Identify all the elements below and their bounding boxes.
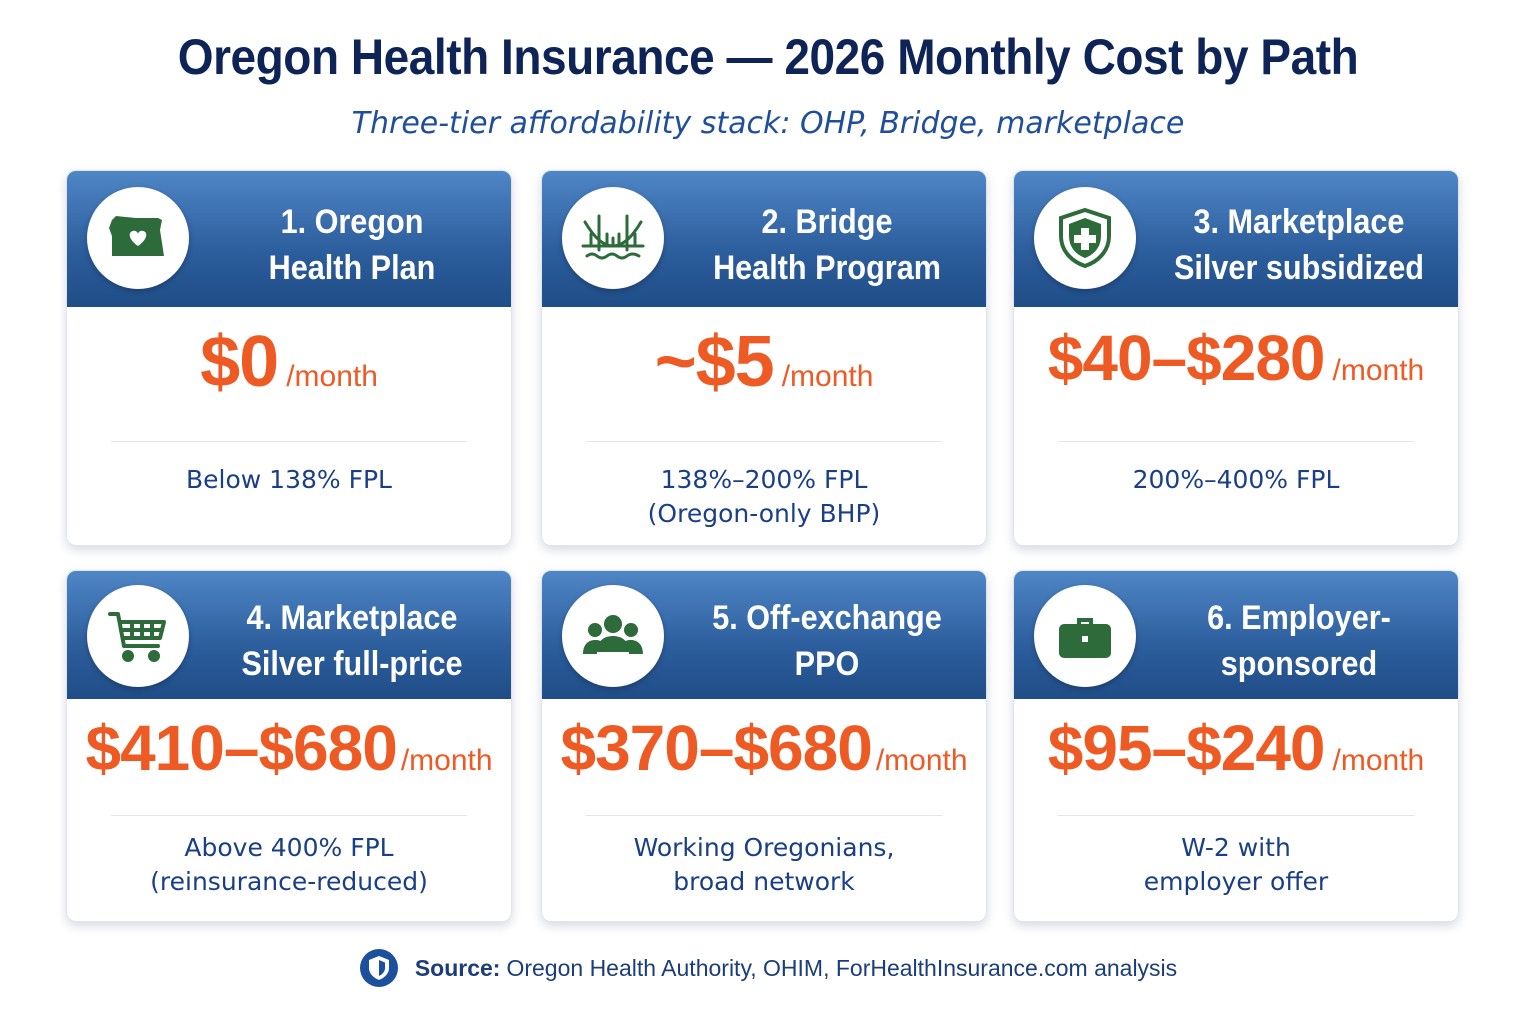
price-unit: /month (400, 744, 493, 777)
card-off-exchange-ppo: 5. Off-exchange PPO $370–$680 /month Wor… (541, 570, 987, 922)
price-value: $370–$680 (560, 712, 872, 784)
card-title: 4. Marketplace Silver full-price (241, 599, 463, 683)
eligibility-text: Above 400% FPL (reinsurance-reduced) (150, 833, 428, 896)
price-row: $95–$240 /month (1014, 711, 1458, 811)
card-marketplace-silver-subsidized: 3. Marketplace Silver subsidized $40–$28… (1013, 170, 1459, 546)
shield-icon (359, 949, 398, 987)
card-bridge-health-program: 2. Bridge Health Program ~$5 /month 138%… (541, 170, 987, 546)
page-title: Oregon Health Insurance — 2026 Monthly C… (177, 29, 1359, 85)
card-employer-sponsored: 6. Employer- sponsored $95–$240 /month W… (1013, 570, 1459, 922)
divider (586, 441, 942, 442)
eligibility-text: 138%–200% FPL (Oregon-only BHP) (647, 465, 881, 528)
card-title: 6. Employer- sponsored (1207, 599, 1391, 683)
page-subtitle: Three-tier affordability stack: OHP, Bri… (351, 106, 1185, 141)
eligibility-text: Below 138% FPL (186, 465, 392, 494)
card-oregon-health-plan: 1. Oregon Health Plan $0 /month Below 13… (66, 170, 512, 546)
price-row: $410–$680 /month (67, 711, 511, 811)
eligibility-text: 200%–400% FPL (1132, 465, 1340, 494)
price-value: $410–$680 (85, 712, 397, 784)
price-value: $95–$240 (1047, 712, 1326, 784)
card-marketplace-silver-full-price: 4. Marketplace Silver full-price $410–$6… (66, 570, 512, 922)
price-unit: /month (1332, 744, 1425, 777)
oregon-heart-icon (87, 187, 189, 289)
card-header: 6. Employer- sponsored (1014, 571, 1458, 699)
price-row: $0 /month (67, 321, 511, 421)
price-unit: /month (286, 360, 378, 393)
cart-icon (87, 585, 189, 687)
price-row: $40–$280 /month (1014, 321, 1458, 421)
price-value: ~$5 (654, 322, 775, 402)
divider (1058, 441, 1414, 442)
divider (111, 441, 467, 442)
card-title: 1. Oregon Health Plan (268, 203, 436, 287)
price-unit: /month (1332, 354, 1425, 387)
briefcase-icon (1034, 585, 1136, 687)
divider (1058, 815, 1414, 816)
source-text: Oregon Health Authority, OHIM, ForHealth… (506, 954, 1178, 981)
source-footer: Source: Oregon Health Authority, OHIM, F… (0, 946, 1536, 990)
price-value: $0 (200, 322, 279, 402)
divider (111, 815, 467, 816)
price-row: $370–$680 /month (542, 711, 986, 811)
price-row: ~$5 /month (542, 321, 986, 421)
card-title: 3. Marketplace Silver subsidized (1173, 203, 1424, 287)
card-header: 1. Oregon Health Plan (67, 171, 511, 307)
eligibility-text: Working Oregonians, broad network (633, 833, 895, 896)
card-header: 5. Off-exchange PPO (542, 571, 986, 699)
card-header: 4. Marketplace Silver full-price (67, 571, 511, 699)
price-value: $40–$280 (1047, 322, 1326, 394)
divider (586, 815, 942, 816)
eligibility-text: W-2 with employer offer (1143, 833, 1329, 896)
card-header: 3. Marketplace Silver subsidized (1014, 171, 1458, 307)
card-header: 2. Bridge Health Program (542, 171, 986, 307)
price-unit: /month (781, 360, 874, 393)
bridge-icon (562, 187, 664, 289)
card-title: 5. Off-exchange PPO (712, 599, 942, 683)
price-unit: /month (875, 744, 968, 777)
card-title: 2. Bridge Health Program (713, 203, 941, 287)
group-icon (562, 585, 664, 687)
shield-cross-icon (1034, 187, 1136, 289)
source-label: Source: (414, 954, 501, 981)
